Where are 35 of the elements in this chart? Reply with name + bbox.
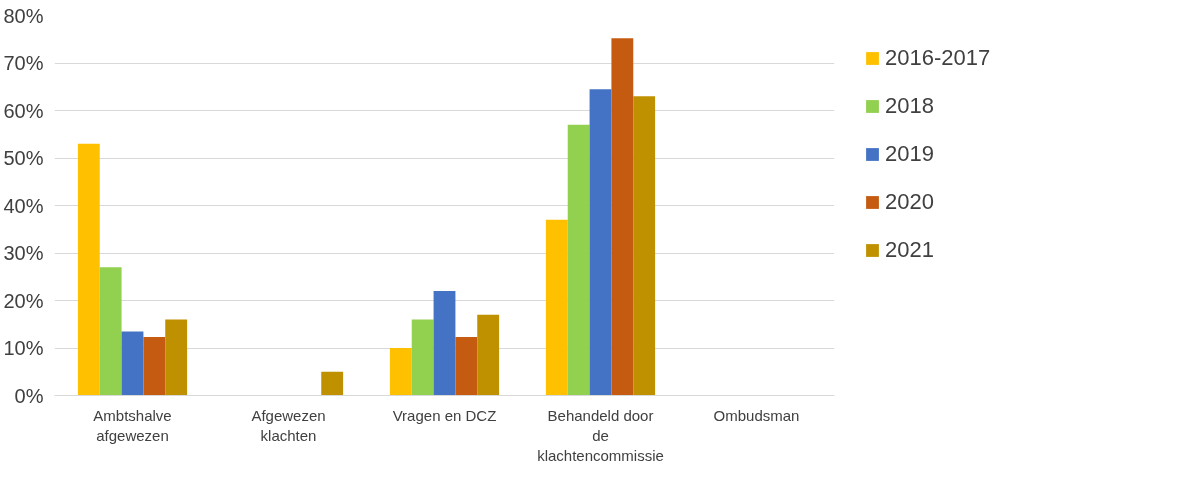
bar <box>143 337 166 396</box>
legend-label: 2019 <box>885 141 934 167</box>
bar <box>433 291 456 396</box>
y-tick-label: 10% <box>3 337 44 359</box>
bar <box>455 337 478 396</box>
y-tick-label: 40% <box>3 194 44 217</box>
bar <box>77 143 100 396</box>
bar <box>545 219 568 396</box>
y-tick-label: 50% <box>3 147 44 169</box>
bar <box>321 371 344 396</box>
legend-label: 2018 <box>885 93 934 119</box>
bar <box>567 124 590 396</box>
bar <box>633 96 656 396</box>
x-tick-label: Vragen en DCZ <box>392 406 497 424</box>
bar <box>589 89 612 396</box>
bar <box>165 319 188 396</box>
x-tick-label: Ombudsman <box>713 406 800 424</box>
bar <box>99 267 122 396</box>
bar <box>121 331 144 396</box>
bar <box>389 348 412 396</box>
x-tick-label: Ambtshalve afgewezen <box>93 406 172 444</box>
legend-label: 2020 <box>885 189 934 215</box>
bar <box>477 314 500 396</box>
y-tick-label: 60% <box>3 99 44 122</box>
bar <box>611 38 634 396</box>
y-tick-label: 80% <box>3 4 44 27</box>
y-tick-label: 0% <box>14 384 44 407</box>
x-tick-label: Afgewezen klachten <box>251 406 326 444</box>
bar <box>411 319 434 396</box>
y-tick-label: 30% <box>3 242 44 264</box>
x-tick-label: Behandeld door de klachtencommissie <box>537 406 664 465</box>
y-tick-label: 70% <box>3 52 44 74</box>
legend-label: 2016-2017 <box>885 45 991 71</box>
y-tick-label: 20% <box>3 289 44 312</box>
legend-label: 2021 <box>885 237 934 263</box>
